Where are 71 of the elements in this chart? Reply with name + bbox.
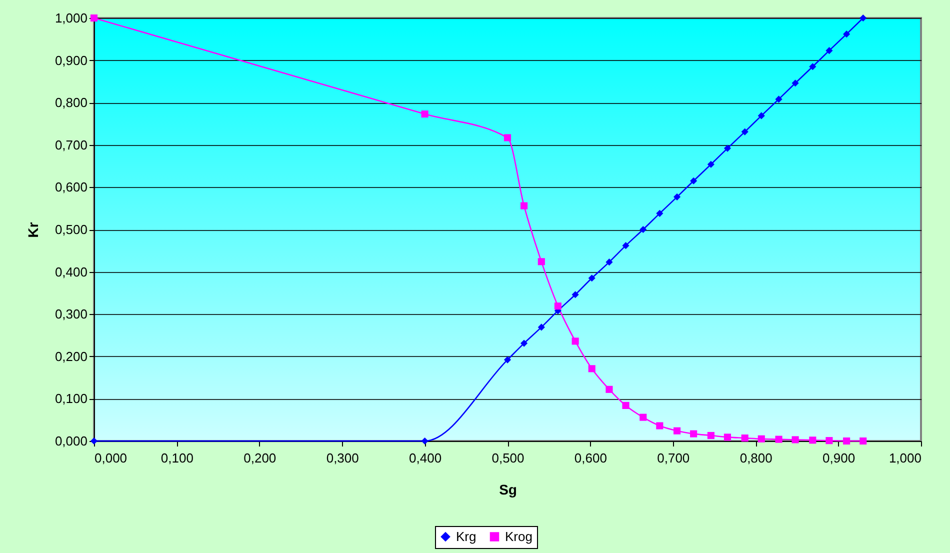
point: [758, 112, 765, 120]
y-tick-label: 0,900: [54, 52, 88, 68]
point: [504, 356, 512, 364]
x-tick-label: 1,000: [888, 450, 922, 466]
point: [520, 340, 528, 347]
point: [775, 96, 782, 103]
x-tick-label: 0,700: [657, 450, 690, 466]
point: [707, 432, 714, 440]
point: [741, 434, 748, 442]
y-tick-label: 0,300: [54, 306, 88, 322]
x-tick-label: 0,200: [244, 450, 276, 466]
point: [674, 427, 681, 434]
y-tick-label: 0,600: [54, 180, 88, 195]
x-axis-title: Sg: [499, 482, 517, 498]
point: [421, 437, 428, 445]
point: [843, 437, 850, 445]
point: [656, 210, 664, 217]
x-tick-label: 0,500: [492, 450, 524, 466]
y-tick-label: 0,800: [54, 95, 88, 110]
legend-label: Krog: [505, 528, 532, 544]
point: [674, 193, 681, 200]
point: [809, 63, 816, 70]
point: [860, 14, 867, 22]
point: [724, 144, 732, 152]
point: [572, 291, 579, 298]
point: [622, 242, 630, 250]
point: [622, 402, 630, 410]
x-tick-label: 0,800: [740, 450, 772, 466]
point: [792, 80, 799, 87]
x-tick-label: 0,900: [822, 450, 856, 466]
point: [724, 434, 732, 441]
point: [520, 202, 528, 210]
point: [741, 128, 748, 136]
point: [860, 437, 867, 445]
point: [690, 177, 698, 184]
point: [421, 110, 428, 118]
point: [606, 258, 613, 266]
y-tick-label: 0,200: [54, 348, 88, 364]
x-tick-label: 0,300: [326, 450, 359, 466]
point: [809, 436, 816, 444]
point: [843, 30, 850, 38]
point: [690, 430, 698, 438]
x-tick-label: 0,000: [94, 450, 128, 466]
point: [504, 134, 512, 142]
x-tick-label: 0,100: [160, 450, 194, 466]
point: [656, 422, 664, 430]
y-tick-label: 0,100: [54, 391, 88, 406]
point: [707, 160, 714, 168]
point: [826, 437, 833, 444]
point: [538, 324, 545, 331]
x-tick-label: 0,600: [574, 450, 607, 466]
point: [606, 386, 613, 393]
point: [775, 436, 782, 443]
y-tick-label: 1,000: [54, 10, 88, 26]
point: [758, 435, 765, 442]
point: [792, 436, 799, 444]
y-tick-label: 0,400: [54, 264, 88, 280]
point: [538, 258, 545, 266]
y-axis-title: Kr: [24, 222, 41, 238]
point: [640, 226, 647, 234]
point: [588, 365, 596, 372]
y-tick-label: 0,700: [54, 137, 88, 152]
point: [554, 302, 562, 310]
x-tick-label: 0,400: [409, 450, 442, 466]
y-tick-label: 0,500: [54, 222, 88, 237]
point: [588, 274, 596, 282]
y-tick-label: 0,000: [54, 434, 88, 448]
point: [640, 414, 647, 421]
point: [826, 47, 833, 54]
point: [572, 338, 579, 345]
legend-label: Krg: [456, 528, 476, 544]
